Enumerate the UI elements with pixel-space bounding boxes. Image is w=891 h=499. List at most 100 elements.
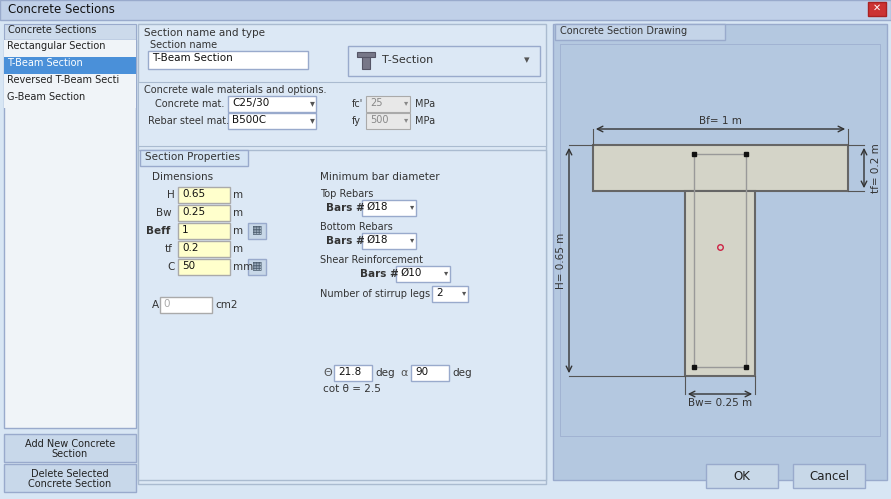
Text: MPa: MPa (415, 99, 435, 109)
Bar (248, 223, 266, 239)
Text: 0.65: 0.65 (182, 189, 205, 199)
Text: ▾: ▾ (404, 98, 408, 107)
Bar (4, 91, 136, 108)
Text: 90: 90 (415, 367, 428, 377)
Bar (0, 0, 891, 20)
Text: cm2: cm2 (215, 300, 238, 310)
Bar (178, 259, 230, 275)
Text: C25/30: C25/30 (232, 98, 269, 108)
Bar (366, 96, 410, 112)
Bar (4, 40, 136, 428)
Text: MPa: MPa (415, 116, 435, 126)
Bar (362, 233, 416, 249)
Bar (178, 205, 230, 221)
Bar (4, 57, 136, 74)
Text: Section: Section (52, 449, 88, 459)
Text: Concrete Sections: Concrete Sections (8, 3, 115, 16)
Bar (4, 74, 136, 91)
Text: tf: tf (165, 244, 173, 254)
Text: ▾: ▾ (444, 268, 448, 277)
Text: m: m (233, 190, 243, 200)
Text: Add New Concrete: Add New Concrete (25, 439, 115, 449)
Text: ▾: ▾ (462, 288, 466, 297)
Bar (432, 286, 468, 302)
Bar (4, 464, 136, 492)
Text: G-Beam Section: G-Beam Section (7, 92, 86, 102)
Text: ▾: ▾ (410, 202, 414, 211)
Text: 25: 25 (370, 98, 382, 108)
Text: Number of stirrup legs: Number of stirrup legs (320, 289, 430, 299)
Bar (178, 241, 230, 257)
Text: B500C: B500C (232, 115, 266, 125)
Text: m: m (233, 226, 243, 236)
Text: Cancel: Cancel (809, 470, 849, 483)
Text: ▦: ▦ (252, 260, 262, 270)
Text: Section name: Section name (150, 40, 217, 50)
Bar (411, 365, 449, 381)
Text: Concrete Section Drawing: Concrete Section Drawing (560, 26, 687, 36)
Bar (138, 150, 546, 480)
Text: 2: 2 (436, 288, 443, 298)
Text: tf= 0.2 m: tf= 0.2 m (871, 143, 881, 193)
Text: Bottom Rebars: Bottom Rebars (320, 222, 393, 232)
Bar (4, 24, 136, 40)
Text: deg: deg (452, 368, 471, 378)
Text: Dimensions: Dimensions (152, 172, 213, 182)
Bar (228, 96, 316, 112)
Bar (868, 2, 886, 16)
Bar (362, 200, 416, 216)
Text: Bw= 0.25 m: Bw= 0.25 m (688, 398, 752, 408)
Text: Shear Reinforcement: Shear Reinforcement (320, 255, 423, 265)
Bar (140, 150, 248, 166)
Text: fc': fc' (352, 99, 364, 109)
Text: 500: 500 (370, 115, 388, 125)
Text: Bars #: Bars # (326, 236, 364, 246)
Bar (228, 113, 316, 129)
Text: A: A (152, 300, 159, 310)
Text: mm: mm (233, 262, 253, 272)
Text: ▦: ▦ (252, 224, 262, 234)
Bar (706, 464, 778, 488)
Text: ▾: ▾ (524, 55, 529, 65)
Text: T-Beam Section: T-Beam Section (7, 58, 83, 68)
Bar (685, 191, 755, 376)
Bar (4, 40, 136, 57)
Bar (793, 464, 865, 488)
Text: Bw: Bw (157, 208, 172, 218)
Bar (4, 434, 136, 462)
Text: Rebar steel mat.: Rebar steel mat. (148, 116, 229, 126)
Bar (178, 223, 230, 239)
Text: Beff: Beff (145, 226, 170, 236)
Text: Top Rebars: Top Rebars (320, 189, 373, 199)
Text: ▾: ▾ (310, 115, 315, 125)
Text: Concrete Section: Concrete Section (29, 479, 111, 489)
Bar (396, 266, 450, 282)
Text: Section name and type: Section name and type (144, 28, 265, 38)
Text: Bars #: Bars # (360, 269, 399, 279)
Text: ✕: ✕ (873, 3, 881, 13)
Text: Concrete wale materials and options.: Concrete wale materials and options. (144, 85, 326, 95)
Text: 50: 50 (182, 261, 195, 271)
Text: Ø18: Ø18 (366, 235, 388, 245)
Bar (357, 52, 375, 57)
Text: T-Section: T-Section (382, 55, 433, 65)
Text: 0.2: 0.2 (182, 243, 199, 253)
Bar (178, 187, 230, 203)
Text: OK: OK (733, 470, 750, 483)
Text: Section Properties: Section Properties (145, 152, 241, 162)
Text: Reversed T-Beam Secti: Reversed T-Beam Secti (7, 75, 119, 85)
Text: Concrete mat.: Concrete mat. (155, 99, 225, 109)
Bar (555, 24, 725, 40)
Bar (334, 365, 372, 381)
Text: ▾: ▾ (310, 98, 315, 108)
Bar (248, 259, 266, 275)
Bar (148, 51, 308, 69)
Text: m: m (233, 244, 243, 254)
Bar (362, 57, 370, 69)
Bar (593, 145, 848, 191)
Text: 0: 0 (163, 299, 169, 309)
Text: Minimum bar diameter: Minimum bar diameter (320, 172, 439, 182)
Text: T-Beam Section: T-Beam Section (152, 53, 233, 63)
Text: 1: 1 (182, 225, 189, 235)
Text: Ø10: Ø10 (400, 268, 421, 278)
